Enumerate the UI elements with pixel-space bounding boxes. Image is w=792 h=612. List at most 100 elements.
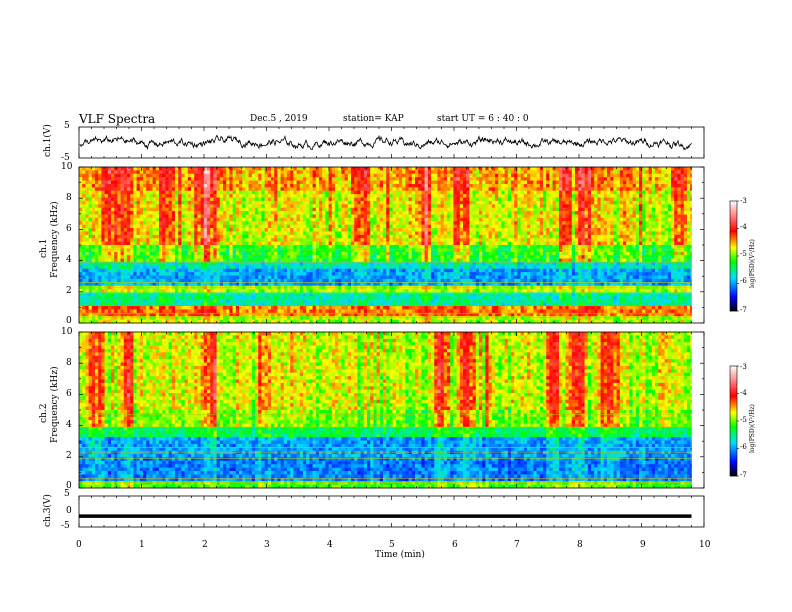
ch1-spectrogram-cell — [555, 224, 560, 229]
ch1-spectrogram-cell — [309, 238, 313, 242]
ch1-spectrogram-cell — [600, 238, 605, 242]
ch1-spectrogram-cell — [687, 221, 691, 225]
ch1-spectrogram-cell — [203, 231, 208, 236]
ch1-spectrogram-cell — [277, 214, 281, 219]
ch1-spectrogram-cell — [434, 228, 438, 232]
ch1-spectrogram-cell — [507, 217, 512, 222]
ch1-spectrogram-cell — [479, 180, 483, 185]
ch1-spectrogram-cell — [363, 204, 368, 208]
ch1-spectrogram-cell — [159, 170, 163, 175]
ch1-spectrogram-cell — [424, 204, 429, 208]
ch1-spectrogram-cell — [482, 251, 486, 256]
ch1-spectrogram-cell — [261, 224, 265, 229]
ch1-spectrogram-cell — [386, 214, 390, 219]
ch1-spectrogram-cell — [149, 251, 153, 256]
ch1-spectrogram-cell — [235, 167, 240, 171]
ch1-spectrogram-cell — [559, 180, 563, 185]
ch1-spectrogram-cell — [399, 217, 403, 222]
ch1-spectrogram-cell — [591, 183, 595, 188]
ch1-spectrogram-cell — [219, 251, 224, 256]
ch1-spectrogram-cell — [392, 180, 397, 185]
ch1-spectrogram-cell — [507, 183, 512, 188]
ch1-spectrogram-cell — [408, 207, 413, 212]
ch1-spectrogram-cell — [130, 231, 134, 236]
ch1-spectrogram-cell — [450, 200, 454, 205]
ch1-spectrogram-cell — [639, 180, 643, 185]
ch1-spectrogram-cell — [357, 190, 361, 195]
ch1-spectrogram-cell — [543, 180, 547, 185]
ch1-spectrogram-cell — [392, 194, 397, 198]
ch1-spectrogram-cell — [287, 207, 291, 212]
ch1-spectrogram-cell — [479, 197, 483, 202]
ch1-spectrogram-cell — [568, 207, 573, 212]
ch1-spectrogram-cell — [296, 224, 301, 229]
ch1-spectrogram-cell — [418, 248, 422, 253]
ch1-spectrogram-cell — [338, 214, 342, 219]
ch1-spectrogram-cell — [325, 200, 329, 205]
ch1-spectrogram-cell — [91, 173, 96, 178]
ch1-spectrogram-cell — [395, 177, 400, 181]
ch1-spectrogram-cell — [431, 238, 435, 242]
ch1-spectrogram-cell — [175, 197, 179, 202]
ch1-spectrogram-cell — [437, 177, 441, 181]
ch1-spectrogram-cell — [82, 248, 86, 253]
ch1-spectrogram-cell — [616, 214, 621, 219]
ch1-spectrogram-cell — [133, 173, 137, 178]
ch1-spectrogram-cell — [357, 170, 361, 175]
ch1-spectrogram-cell — [421, 251, 425, 256]
ch1-spectrogram-cell — [351, 170, 355, 175]
ch1-spectrogram-cell — [427, 231, 432, 236]
ch1-spectrogram-cell — [117, 167, 121, 171]
ch1-spectrogram-cell — [357, 217, 361, 222]
ch1-spectrogram-cell — [431, 190, 435, 195]
ch1-spectrogram-cell — [210, 241, 214, 246]
ch1-spectrogram-cell — [210, 187, 214, 192]
ch1-spectrogram-cell — [146, 200, 150, 205]
ch1-spectrogram-cell — [639, 197, 643, 202]
ch1-spectrogram-cell — [123, 217, 128, 222]
ch1-spectrogram-cell — [411, 183, 416, 188]
ch1-spectrogram-cell — [338, 234, 342, 239]
ch1-spectrogram-cell — [85, 245, 89, 249]
ch1-spectrogram-cell — [293, 221, 297, 225]
ch1-spectrogram-cell — [399, 170, 403, 175]
ch1-spectrogram-cell — [479, 251, 483, 256]
ch1-spectrogram-cell — [456, 180, 461, 185]
ch1-spectrogram-cell — [517, 187, 521, 192]
ch1-spectrogram-cell — [511, 204, 515, 208]
ch1-spectrogram-cell — [415, 204, 419, 208]
ch1-spectrogram-cell — [639, 177, 643, 181]
ch1-spectrogram-cell — [114, 190, 118, 195]
ch1-spectrogram-cell — [543, 200, 547, 205]
ch1-spectrogram-cell — [456, 241, 461, 246]
ch1-spectrogram-cell — [671, 214, 675, 219]
ch1-spectrogram-cell — [395, 194, 400, 198]
ch1-spectrogram-cell — [194, 231, 198, 236]
ch1-spectrogram-cell — [159, 204, 163, 208]
ch1-spectrogram-cell — [91, 204, 96, 208]
ch1-spectrogram-cell — [79, 245, 83, 249]
ch1-spectrogram-cell — [383, 217, 387, 222]
ch1-spectrogram-cell — [619, 248, 624, 253]
ch1-spectrogram-cell — [325, 251, 329, 256]
ch1-spectrogram-cell — [677, 228, 681, 232]
ch1-spectrogram-cell — [568, 180, 573, 185]
ch1-spectrogram-cell — [139, 204, 144, 208]
ch1-spectrogram-cell — [648, 251, 653, 256]
ch1-spectrogram-cell — [79, 214, 83, 219]
ch1-spectrogram-cell — [191, 207, 195, 212]
ch1-spectrogram-cell — [533, 224, 537, 229]
ch1-spectrogram-cell — [312, 200, 317, 205]
ch1-spectrogram-cell — [232, 200, 237, 205]
ch1-spectrogram-cell — [187, 224, 192, 229]
ch1-spectrogram-cell — [341, 207, 345, 212]
ch1-spectrogram-cell — [133, 231, 137, 236]
ch1-spectrogram-cell — [591, 248, 595, 253]
ch1-spectrogram-cell — [642, 183, 646, 188]
ch1-spectrogram-cell — [117, 214, 121, 219]
ch1-spectrogram-cell — [114, 245, 118, 249]
ch1-spectrogram-cell — [383, 207, 387, 212]
ch1-spectrogram-cell — [443, 170, 448, 175]
ch1-spectrogram-cell — [379, 187, 384, 192]
ch1-spectrogram-cell — [235, 194, 240, 198]
